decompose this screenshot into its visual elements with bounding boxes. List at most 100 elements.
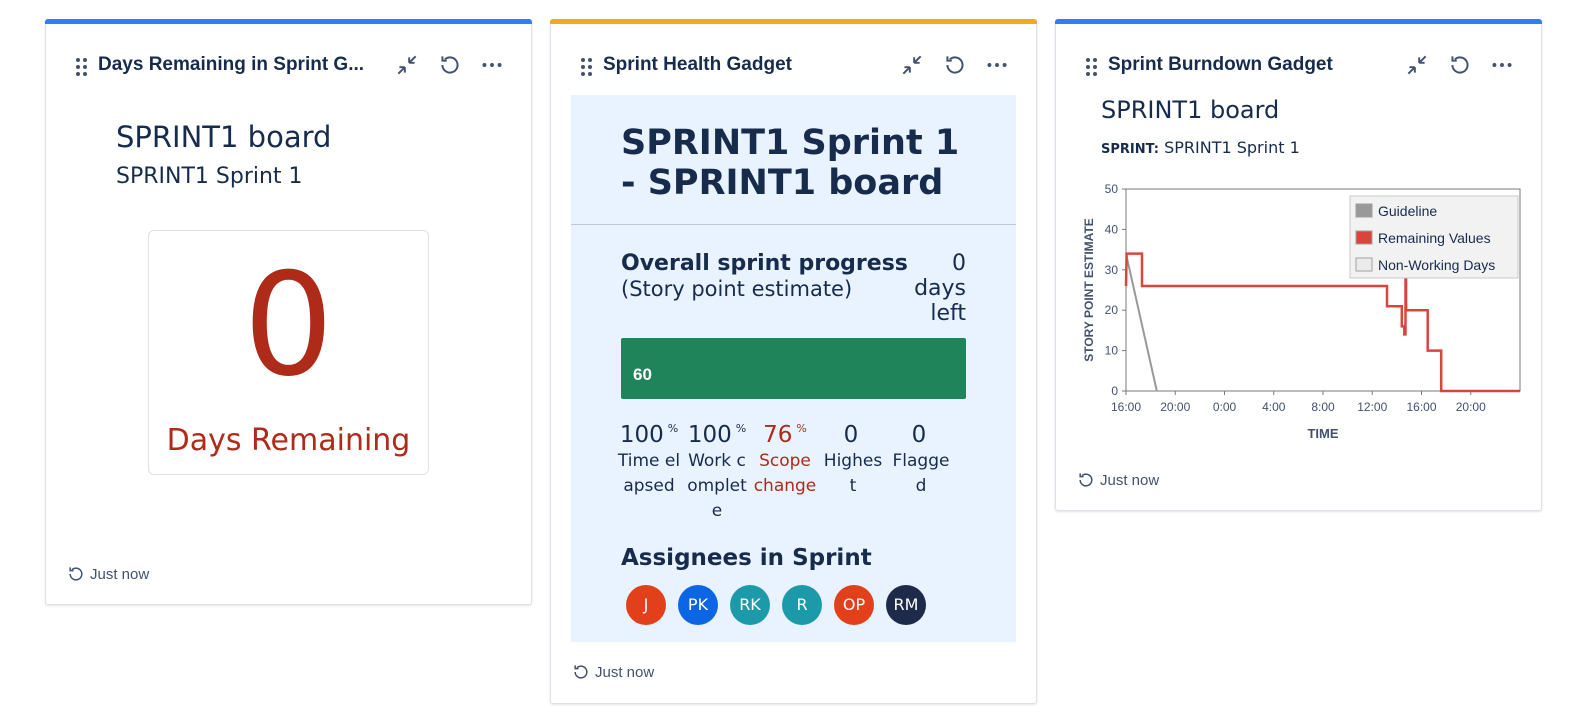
stat-label: Time elapsed xyxy=(617,451,681,496)
refresh-icon[interactable] xyxy=(437,52,463,78)
sprint-stats: 100% Time elapsed 100% Work complete 76%… xyxy=(618,415,971,521)
x-tick-label: 4:00 xyxy=(1262,400,1286,414)
legend-swatch xyxy=(1355,257,1373,272)
stat-scope-change: 76% Scope change xyxy=(750,415,820,499)
x-tick-label: 20:00 xyxy=(1456,400,1486,414)
stat-flagged: 0 Flagged xyxy=(886,415,956,499)
y-tick-label: 0 xyxy=(1111,384,1118,398)
gadget-header: Days Remaining in Sprint G... xyxy=(46,50,531,78)
stat-value: 100 xyxy=(687,422,732,448)
sprint-health-gadget: Sprint Health Gadget SPRINT1 Sprint 1 - … xyxy=(550,19,1037,704)
sprint-label: SPRINT: xyxy=(1101,142,1159,157)
y-tick-label: 20 xyxy=(1105,303,1119,317)
legend-swatch xyxy=(1355,230,1373,245)
refresh-icon[interactable] xyxy=(571,664,595,681)
days-left-value: 0 xyxy=(952,251,966,276)
x-tick-label: 0:00 xyxy=(1213,400,1237,414)
gadget-title: Sprint Health Gadget xyxy=(603,54,792,75)
x-tick-label: 8:00 xyxy=(1311,400,1335,414)
sprint-line: SPRINT: SPRINT1 Sprint 1 xyxy=(1101,138,1300,157)
gadget-footer: Just now xyxy=(1076,470,1159,490)
refresh-icon[interactable] xyxy=(1076,472,1100,489)
sprint-name: SPRINT1 Sprint 1 xyxy=(116,164,303,189)
stat-unit: % xyxy=(735,422,747,435)
x-axis-label: TIME xyxy=(1307,426,1338,441)
stat-unit: % xyxy=(796,422,807,435)
sprint-value: SPRINT1 Sprint 1 xyxy=(1164,138,1300,157)
stat-work-complete: 100% Work complete xyxy=(682,415,752,524)
days-left-line1: days xyxy=(914,276,966,301)
more-options-icon[interactable] xyxy=(984,52,1010,78)
avatar[interactable]: R xyxy=(782,585,822,625)
divider xyxy=(571,224,1016,225)
gadget-footer: Just now xyxy=(66,564,149,584)
series-line-remaining-values xyxy=(1124,252,1520,393)
last-updated-text: Just now xyxy=(90,566,150,583)
stat-unit: % xyxy=(667,422,679,435)
refresh-icon[interactable] xyxy=(1447,52,1473,78)
legend-label: Remaining Values xyxy=(1378,230,1491,246)
days-remaining-gadget: Days Remaining in Sprint G... SPRINT1 bo… xyxy=(45,19,532,605)
gadget-header: Sprint Health Gadget xyxy=(551,50,1036,78)
assignees-title: Assignees in Sprint xyxy=(621,545,872,571)
y-tick-label: 30 xyxy=(1105,263,1119,277)
progress-bar[interactable]: 60 xyxy=(621,338,966,399)
gadget-accent-bar xyxy=(550,19,1037,24)
sprint-health-panel: SPRINT1 Sprint 1 - SPRINT1 board Overall… xyxy=(571,95,1016,642)
x-tick-label: 16:00 xyxy=(1406,400,1436,414)
minimize-icon[interactable] xyxy=(394,52,420,78)
stat-time-elapsed: 100% Time elapsed xyxy=(614,415,684,499)
last-updated-text: Just now xyxy=(595,664,655,681)
days-left: 0 days left xyxy=(896,251,966,326)
gadget-header: Sprint Burndown Gadget xyxy=(1056,50,1541,78)
stat-value: 76 xyxy=(763,422,793,448)
days-left-line2: left xyxy=(930,301,966,326)
stat-value: 0 xyxy=(911,422,927,448)
last-updated-text: Just now xyxy=(1100,472,1160,489)
drag-handle-icon[interactable] xyxy=(581,58,593,76)
progress-subtitle: (Story point estimate) xyxy=(621,277,853,301)
avatar[interactable]: PK xyxy=(678,585,718,625)
y-tick-label: 40 xyxy=(1105,222,1119,236)
stat-label: Highest xyxy=(823,451,883,496)
x-tick-label: 12:00 xyxy=(1357,400,1387,414)
series-line-guideline xyxy=(1125,253,1158,392)
gadget-title: Sprint Burndown Gadget xyxy=(1108,54,1333,75)
minimize-icon[interactable] xyxy=(899,52,925,78)
x-tick-label: 20:00 xyxy=(1160,400,1190,414)
board-name: SPRINT1 board xyxy=(1101,96,1280,124)
stat-highest: 0 Highest xyxy=(818,415,888,499)
gadget-accent-bar xyxy=(45,19,532,24)
more-options-icon[interactable] xyxy=(479,52,505,78)
minimize-icon[interactable] xyxy=(1404,52,1430,78)
avatar[interactable]: RK xyxy=(730,585,770,625)
drag-handle-icon[interactable] xyxy=(76,58,88,76)
drag-handle-icon[interactable] xyxy=(1086,58,1098,76)
avatar[interactable]: J xyxy=(626,585,666,625)
burndown-chart: 0 10 20 30 40 50 16:00 20:00 0:00 4:00 8:00 12:00 16… xyxy=(1082,182,1521,441)
legend-label: Guideline xyxy=(1378,203,1437,219)
progress-bar-fill xyxy=(621,338,966,399)
legend-box xyxy=(1349,195,1519,279)
gadget-footer: Just now xyxy=(571,662,654,682)
stat-label: Scope change xyxy=(753,451,817,496)
days-remaining-value: 0 xyxy=(243,243,334,408)
sprint-burndown-gadget: Sprint Burndown Gadget SPRINT1 board SPR… xyxy=(1055,19,1542,511)
progress-bar-label: 60 xyxy=(633,365,652,384)
avatar[interactable]: RM xyxy=(886,585,926,625)
gadget-title: Days Remaining in Sprint G... xyxy=(98,54,365,75)
stat-value: 0 xyxy=(843,422,859,448)
y-tick-label: 50 xyxy=(1105,182,1119,196)
refresh-icon[interactable] xyxy=(66,566,90,583)
more-options-icon[interactable] xyxy=(1489,52,1515,78)
progress-title: Overall sprint progress xyxy=(621,251,908,276)
stat-value: 100 xyxy=(619,422,664,448)
days-remaining-box: 0 Days Remaining xyxy=(148,230,429,475)
refresh-icon[interactable] xyxy=(942,52,968,78)
days-remaining-label: Days Remaining xyxy=(166,423,411,458)
avatar[interactable]: OP xyxy=(834,585,874,625)
gadget-accent-bar xyxy=(1055,19,1542,24)
y-tick-label: 10 xyxy=(1105,344,1119,358)
sprint-board-title: SPRINT1 Sprint 1 - SPRINT1 board xyxy=(621,123,960,203)
board-name: SPRINT1 board xyxy=(116,120,332,154)
